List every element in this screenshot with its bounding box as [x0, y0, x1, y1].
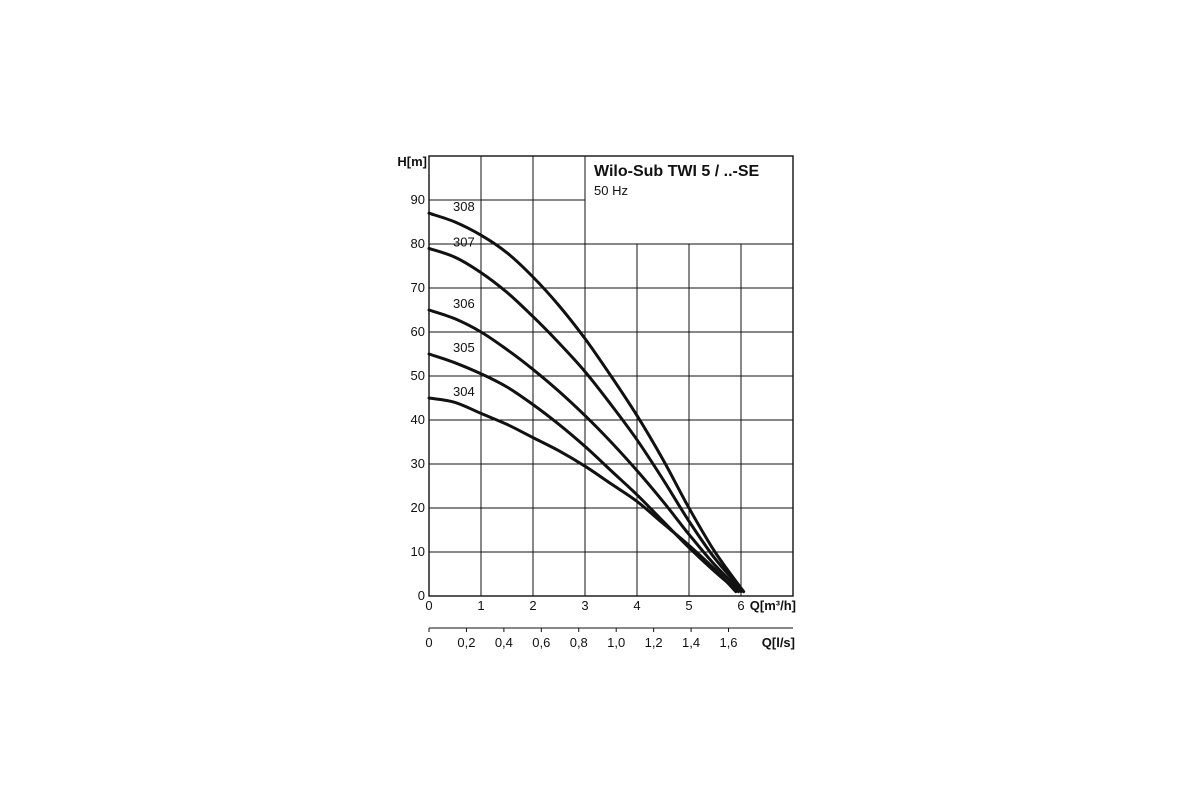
x-tick-6: 6: [737, 598, 744, 613]
series-line-306: [427, 308, 743, 594]
x2-tick-6: 1,2: [645, 635, 663, 650]
series-label-305: 305: [453, 340, 475, 355]
x2-tick-2: 0,4: [495, 635, 513, 650]
series-curves: 308 307 306 305 304: [427, 199, 746, 594]
title-box-background: [585, 156, 793, 244]
series-line-304: [427, 396, 738, 594]
y-tick-70: 70: [411, 280, 425, 295]
y-axis-label: H[m]: [397, 154, 427, 169]
plot-frame: [428, 155, 794, 597]
y-tick-0: 0: [418, 588, 425, 603]
x2-axis: 0 0,2 0,4 0,6 0,8 1,0 1,2 1,4 1,6: [425, 627, 793, 650]
y-tick-30: 30: [411, 456, 425, 471]
x2-axis-label: Q[l/s]: [762, 635, 795, 650]
x2-tick-7: 1,4: [682, 635, 700, 650]
series-line-308: [427, 211, 746, 594]
x-tick-3: 3: [581, 598, 588, 613]
y-tick-40: 40: [411, 412, 425, 427]
y-axis-ticks: 0 10 20 30 40 50 60 70 80 90: [411, 192, 425, 603]
series-label-304: 304: [453, 384, 475, 399]
x-axis-label: Q[m³/h]: [750, 598, 796, 613]
x2-tick-4: 0,8: [570, 635, 588, 650]
x-tick-0: 0: [425, 598, 432, 613]
y-tick-20: 20: [411, 500, 425, 515]
y-tick-10: 10: [411, 544, 425, 559]
series-label-307: 307: [453, 234, 475, 249]
y-tick-90: 90: [411, 192, 425, 207]
series-label-306: 306: [453, 296, 475, 311]
title-box: Wilo-Sub TWI 5 / ..-SE 50 Hz: [584, 156, 793, 245]
x2-tick-8: 1,6: [719, 635, 737, 650]
x2-tick-1: 0,2: [457, 635, 475, 650]
y-tick-50: 50: [411, 368, 425, 383]
x2-tick-3: 0,6: [532, 635, 550, 650]
x2-tick-5: 1,0: [607, 635, 625, 650]
series-line-305: [427, 352, 740, 594]
x-axis-ticks: 0 1 2 3 4 5 6: [425, 598, 744, 613]
x-tick-2: 2: [529, 598, 536, 613]
chart-title: Wilo-Sub TWI 5 / ..-SE: [594, 163, 760, 180]
y-tick-80: 80: [411, 236, 425, 251]
y-tick-60: 60: [411, 324, 425, 339]
x-tick-4: 4: [633, 598, 640, 613]
x2-tick-0: 0: [425, 635, 432, 650]
series-line-307: [427, 246, 746, 594]
x-tick-1: 1: [477, 598, 484, 613]
chart-subtitle: 50 Hz: [594, 183, 628, 198]
x-tick-5: 5: [685, 598, 692, 613]
series-label-308: 308: [453, 199, 475, 214]
